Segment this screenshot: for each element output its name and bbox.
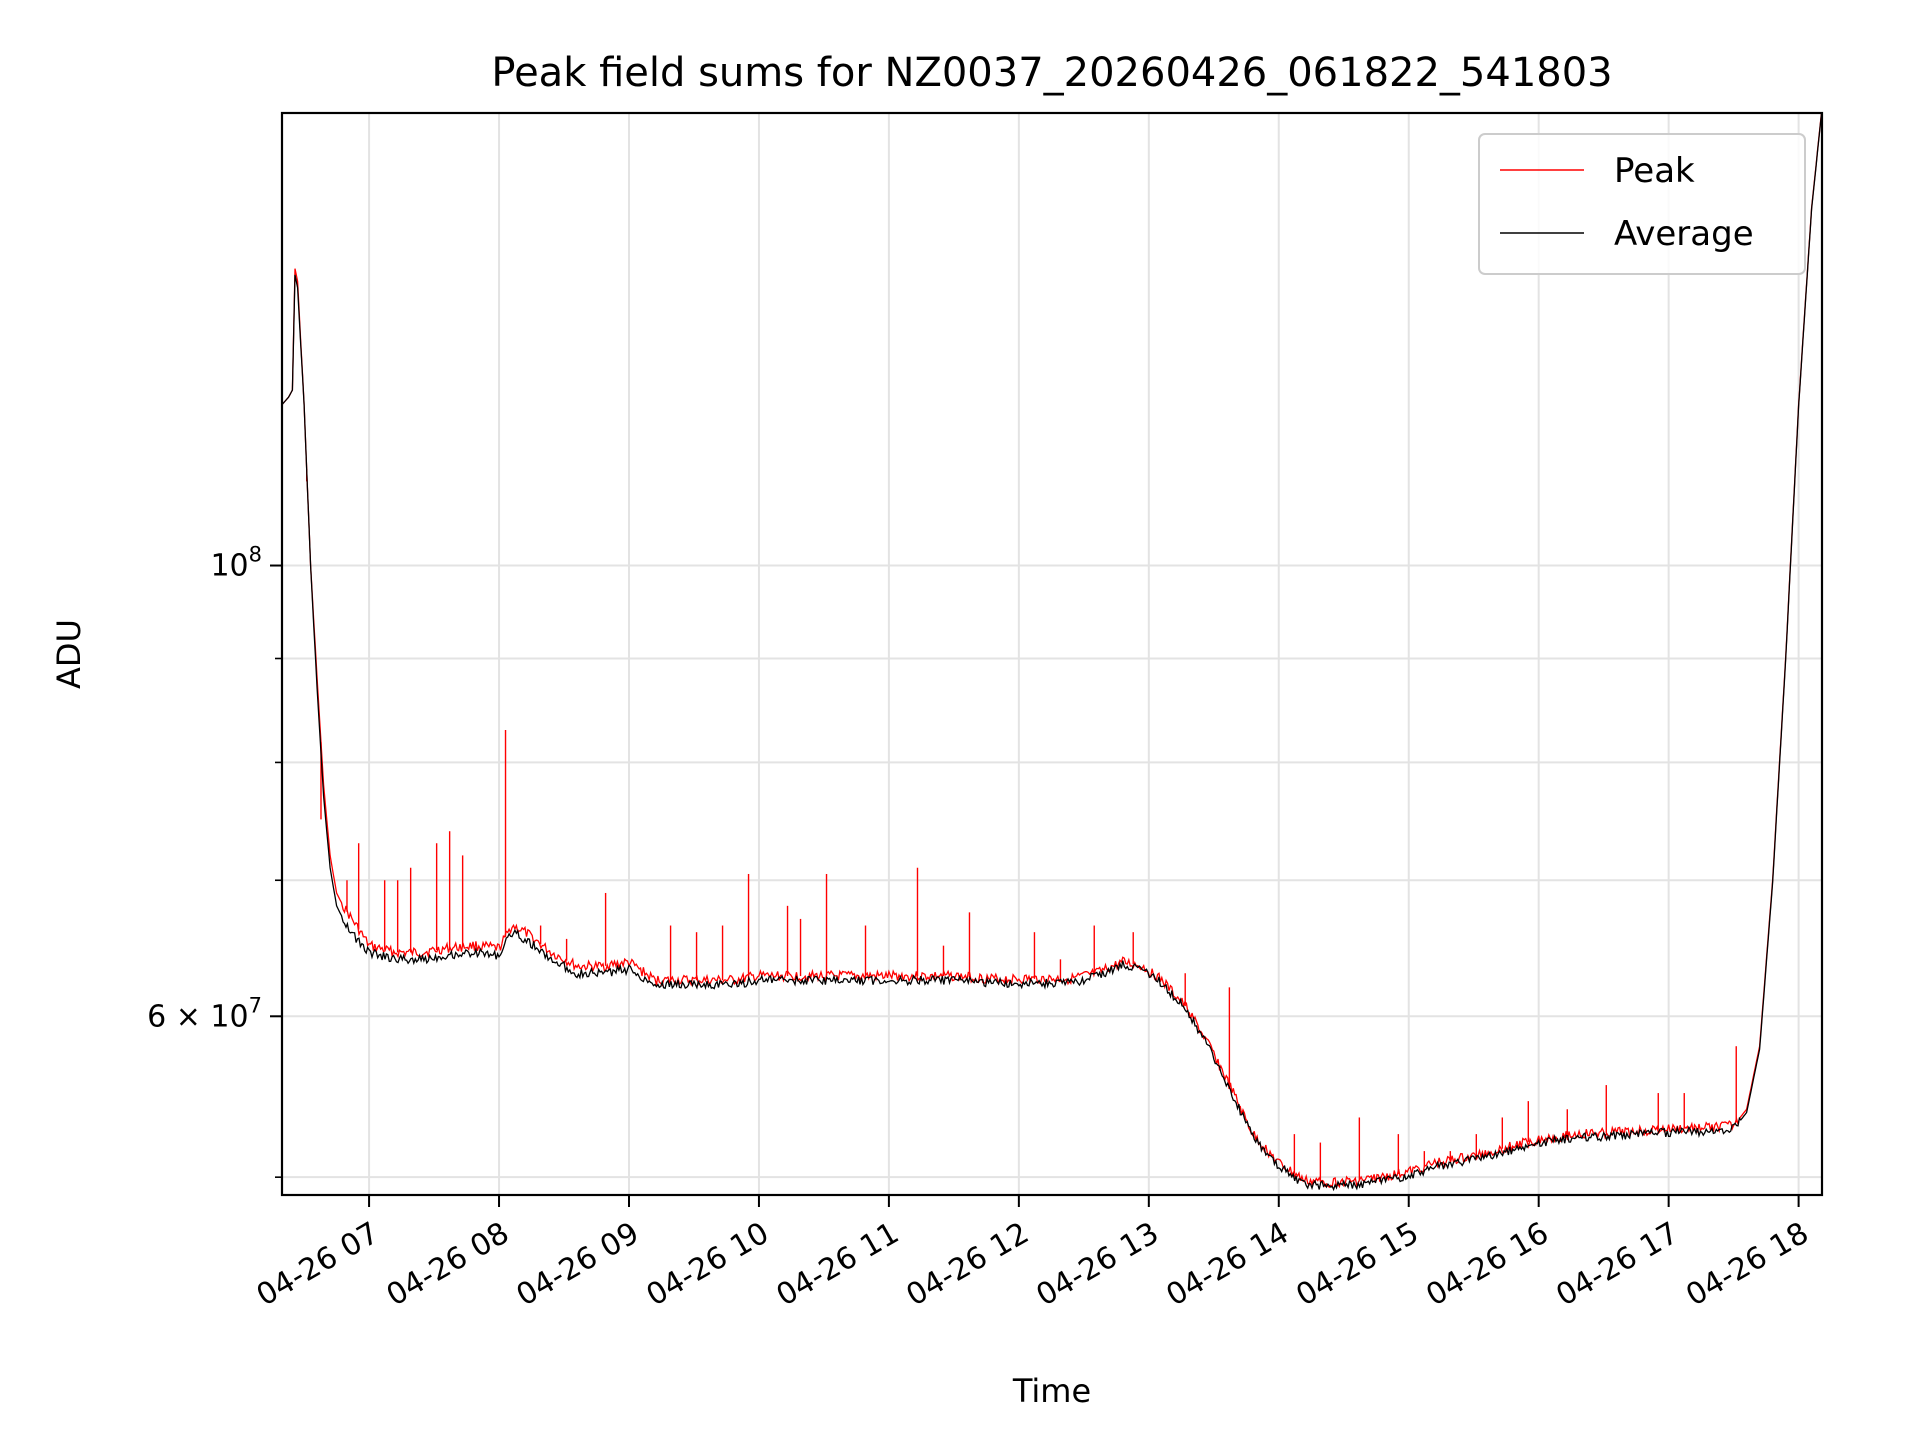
legend-box (1478, 133, 1806, 275)
peak-series-line (282, 113, 1822, 1189)
y-tick-label: 108 (210, 543, 262, 584)
legend-peak-label: Peak (1614, 151, 1695, 191)
ticks (270, 564, 1800, 1207)
y-tick-label: 6 × 107 (147, 993, 262, 1034)
grid (282, 113, 1822, 1195)
average-series-line (282, 113, 1822, 1192)
y-axis-label: ADU (50, 619, 88, 689)
chart-title: Peak field sums for NZ0037_20260426_0618… (491, 50, 1612, 96)
legend: Peak Average (1478, 133, 1806, 275)
legend-average-label: Average (1614, 214, 1754, 254)
series-group (282, 113, 1822, 1192)
x-axis-label: Time (1012, 1372, 1091, 1410)
plot-frame (280, 111, 1824, 1197)
